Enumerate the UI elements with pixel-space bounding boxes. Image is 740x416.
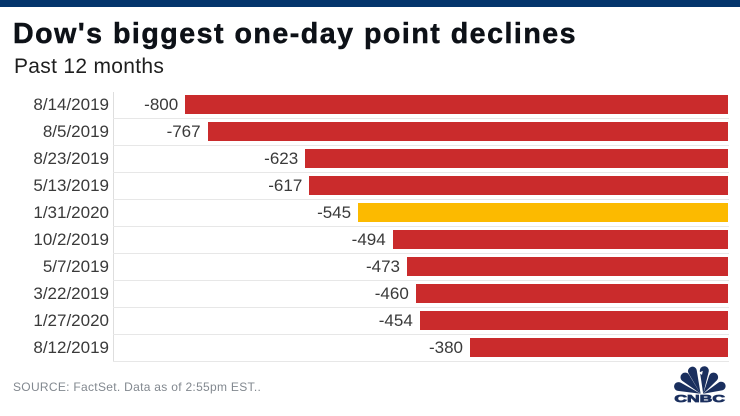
svg-text:CNBC: CNBC — [674, 393, 725, 405]
